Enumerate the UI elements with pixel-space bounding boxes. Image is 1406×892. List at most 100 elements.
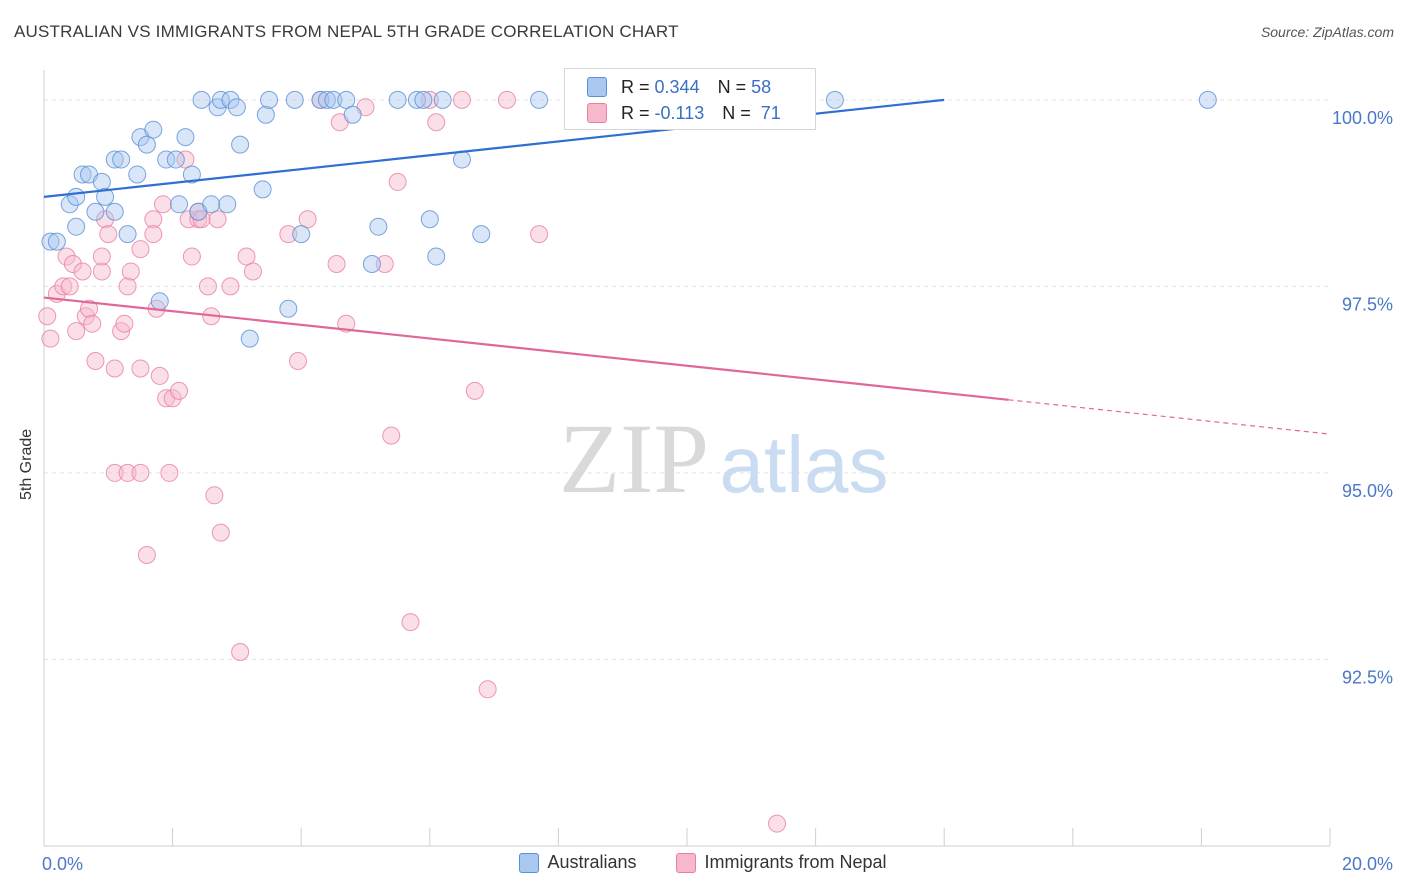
point-australians (292, 225, 311, 244)
point-nepal (54, 277, 73, 296)
point-nepal (92, 247, 111, 266)
point-nepal (211, 523, 230, 542)
point-australians (137, 135, 156, 154)
point-nepal (80, 299, 99, 318)
point-nepal (427, 113, 446, 132)
legend-label-nepal: Immigrants from Nepal (704, 852, 887, 872)
x-tick-label: 0.0% (42, 854, 83, 874)
point-nepal (205, 486, 224, 505)
x-tick-label: 20.0% (1342, 854, 1393, 874)
point-nepal (420, 90, 439, 109)
stats-row-nepal: R = -0.113 N = 71 (587, 101, 781, 125)
stats-swatch-blue (587, 77, 607, 97)
point-nepal (388, 172, 407, 191)
point-nepal (382, 426, 401, 445)
point-australians (41, 232, 60, 251)
stats-n-label: N = (717, 76, 747, 97)
point-australians (96, 187, 115, 206)
stats-n-value: 71 (760, 102, 781, 123)
stats-r-value: 0.344 (654, 76, 700, 97)
point-nepal (121, 262, 140, 281)
point-australians (92, 172, 111, 191)
point-australians (362, 255, 381, 273)
point-australians (240, 329, 259, 348)
point-australians (176, 128, 195, 147)
point-australians (86, 202, 105, 221)
point-nepal (96, 210, 115, 229)
point-australians (324, 90, 343, 109)
point-australians (407, 90, 426, 109)
point-nepal (131, 463, 150, 482)
watermark: ZIP atlas (559, 403, 888, 514)
point-nepal (179, 210, 198, 229)
point-australians (427, 247, 446, 266)
point-nepal (131, 240, 150, 259)
point-nepal (105, 359, 124, 378)
point-australians (317, 90, 336, 109)
legend-item-nepal[interactable]: Immigrants from Nepal (676, 852, 887, 873)
point-australians (118, 225, 137, 244)
y-tick-label: 92.5% (1342, 667, 1393, 687)
stats-r-value: -0.113 (654, 102, 705, 123)
point-nepal (375, 255, 394, 273)
source-label: Source: ZipAtlas.com (1260, 24, 1394, 40)
watermark-zip: ZIP (559, 403, 709, 514)
point-nepal (105, 463, 124, 482)
point-australians (182, 165, 201, 184)
point-australians (311, 90, 330, 109)
point-nepal (208, 210, 227, 229)
point-nepal (131, 359, 150, 378)
point-australians (388, 90, 407, 109)
point-nepal (327, 255, 346, 273)
point-australians (337, 90, 356, 109)
watermark-atlas: atlas (720, 420, 889, 509)
point-australians (1198, 90, 1217, 109)
point-nepal (160, 463, 179, 482)
point-nepal (83, 314, 102, 333)
grid-lines (44, 99, 1330, 660)
point-australians (530, 90, 549, 109)
point-nepal (153, 195, 172, 214)
point-australians (112, 150, 131, 169)
point-nepal (768, 814, 787, 833)
y-tick-label: 95.0% (1342, 481, 1393, 501)
point-australians (218, 195, 237, 214)
point-nepal (86, 352, 105, 370)
point-nepal (150, 366, 169, 385)
point-nepal (337, 314, 356, 333)
point-australians (60, 195, 79, 214)
point-nepal (231, 643, 250, 661)
point-nepal (67, 322, 86, 341)
point-australians (144, 120, 163, 139)
point-australians (825, 90, 844, 109)
point-australians (105, 150, 124, 169)
point-australians (452, 150, 471, 169)
point-nepal (144, 225, 163, 244)
point-australians (260, 90, 279, 109)
point-australians (67, 217, 86, 236)
trend-line-nepal (43, 296, 1009, 401)
axes (43, 70, 1331, 847)
stats-r-label: R = (621, 76, 650, 97)
tick-labels: 100.0% 97.5% 95.0% 92.5% 0.0% 20.0% (42, 108, 1393, 874)
point-australians (47, 232, 66, 251)
point-nepal (530, 225, 549, 244)
stats-n-value: 58 (751, 76, 772, 97)
point-nepal (198, 277, 217, 296)
point-nepal (288, 352, 307, 370)
chart-title: AUSTRALIAN VS IMMIGRANTS FROM NEPAL 5TH … (14, 22, 679, 41)
point-australians (128, 165, 147, 184)
stats-legend: R = 0.344 N = 58 R = -0.113 N = 71 (564, 68, 816, 130)
point-australians (285, 90, 304, 109)
point-australians (227, 98, 246, 117)
point-australians (279, 299, 298, 318)
stats-row-australians: R = 0.344 N = 58 (587, 75, 771, 99)
series-australians-points (41, 90, 1217, 348)
y-tick-label: 97.5% (1342, 294, 1393, 314)
point-australians (105, 202, 124, 221)
legend-label-australians: Australians (547, 852, 637, 872)
point-nepal (279, 225, 298, 244)
point-australians (170, 195, 189, 214)
legend-item-australians[interactable]: Australians (519, 852, 636, 873)
